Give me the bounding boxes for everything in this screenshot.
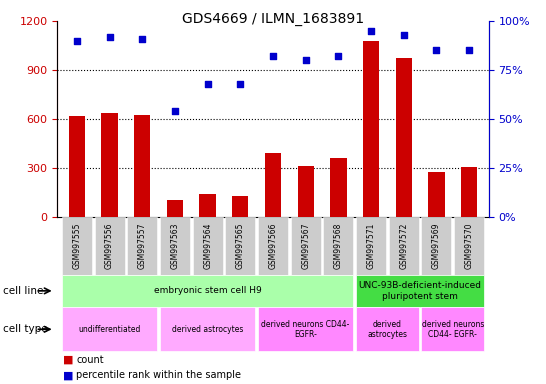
Text: GSM997566: GSM997566: [269, 222, 277, 269]
Bar: [298, 166, 314, 217]
Bar: [428, 172, 444, 217]
Point: [138, 36, 147, 42]
Text: count: count: [76, 355, 104, 365]
Bar: [199, 194, 216, 217]
Text: GSM997556: GSM997556: [105, 222, 114, 269]
Bar: [330, 158, 347, 217]
Point: [73, 38, 81, 44]
Point: [236, 81, 245, 87]
Text: GSM997564: GSM997564: [203, 222, 212, 269]
Text: embryonic stem cell H9: embryonic stem cell H9: [154, 286, 262, 295]
Point: [334, 53, 343, 60]
Point: [203, 81, 212, 87]
Text: undifferentiated: undifferentiated: [79, 325, 141, 334]
Bar: [232, 196, 248, 217]
Text: derived
astrocytes: derived astrocytes: [367, 319, 407, 339]
Text: GSM997569: GSM997569: [432, 222, 441, 269]
Point: [269, 53, 277, 60]
Text: GSM997570: GSM997570: [465, 222, 473, 269]
Text: cell type: cell type: [3, 324, 48, 334]
Text: GSM997557: GSM997557: [138, 222, 147, 269]
Bar: [167, 200, 183, 217]
Bar: [395, 58, 412, 217]
Text: derived astrocytes: derived astrocytes: [172, 325, 244, 334]
Text: derived neurons
CD44- EGFR-: derived neurons CD44- EGFR-: [422, 319, 484, 339]
Bar: [363, 41, 379, 217]
Bar: [134, 115, 151, 217]
Bar: [265, 153, 281, 217]
Text: ■: ■: [63, 370, 73, 380]
Text: GSM997571: GSM997571: [366, 223, 376, 269]
Text: GDS4669 / ILMN_1683891: GDS4669 / ILMN_1683891: [182, 12, 364, 25]
Point: [301, 57, 310, 63]
Text: UNC-93B-deficient-induced
pluripotent stem: UNC-93B-deficient-induced pluripotent st…: [359, 281, 482, 301]
Bar: [102, 113, 118, 217]
Point: [367, 28, 376, 34]
Point: [432, 48, 441, 54]
Text: GSM997568: GSM997568: [334, 223, 343, 269]
Text: cell line: cell line: [3, 286, 43, 296]
Text: ■: ■: [63, 355, 73, 365]
Text: GSM997567: GSM997567: [301, 222, 310, 269]
Bar: [461, 167, 477, 217]
Text: GSM997563: GSM997563: [170, 222, 180, 269]
Point: [465, 48, 473, 54]
Point: [170, 108, 179, 114]
Point: [399, 32, 408, 38]
Text: percentile rank within the sample: percentile rank within the sample: [76, 370, 241, 380]
Text: GSM997572: GSM997572: [399, 223, 408, 269]
Bar: [69, 116, 85, 217]
Text: GSM997565: GSM997565: [236, 222, 245, 269]
Text: derived neurons CD44-
EGFR-: derived neurons CD44- EGFR-: [262, 319, 350, 339]
Text: GSM997555: GSM997555: [73, 222, 81, 269]
Point: [105, 34, 114, 40]
